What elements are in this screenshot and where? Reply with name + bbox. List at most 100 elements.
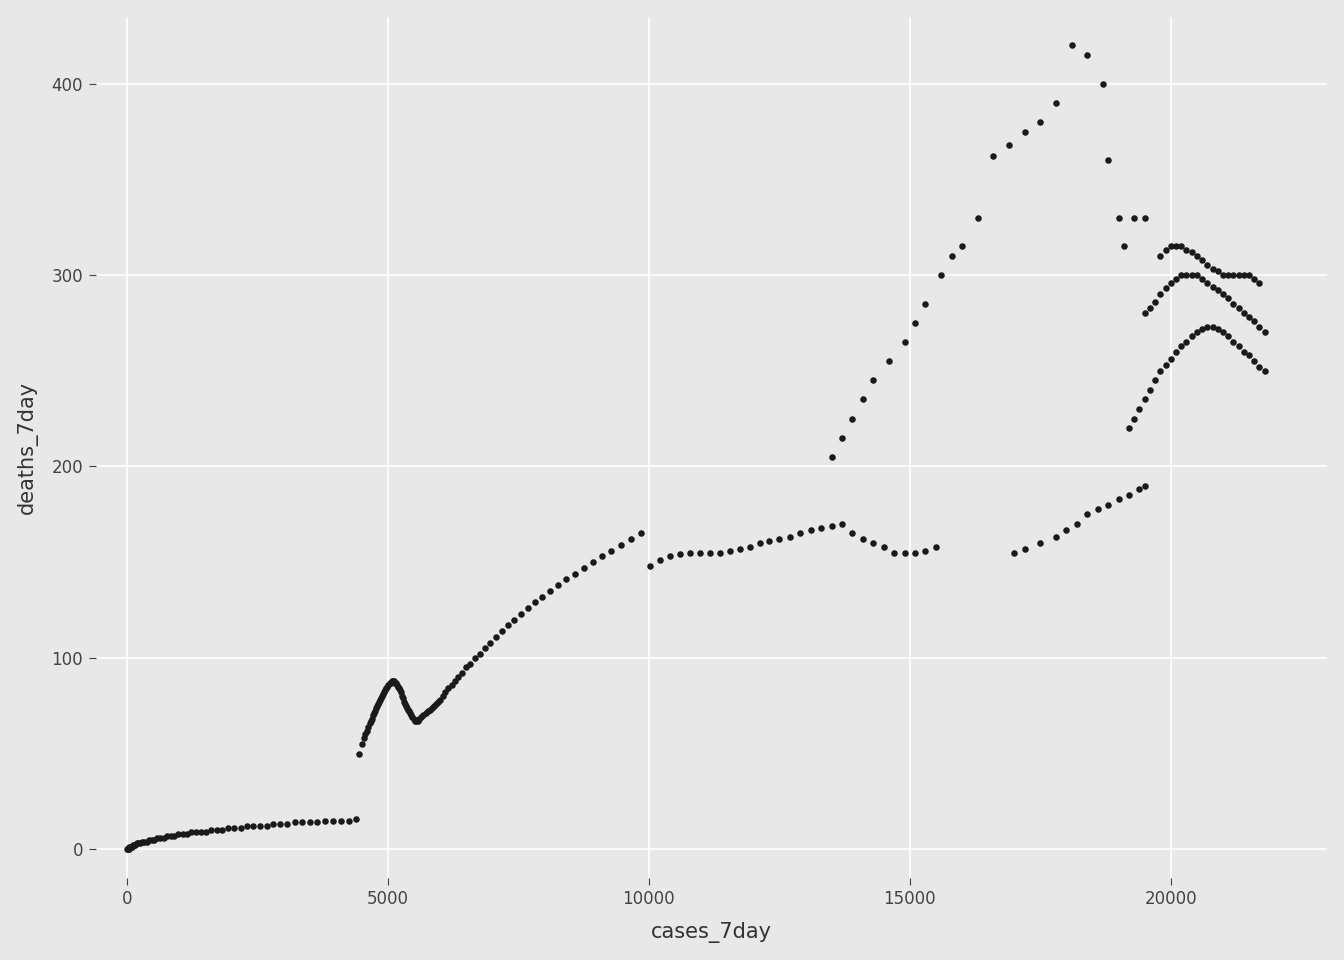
Point	[415, 706, 437, 721]
Point	[1160, 239, 1181, 254]
Point	[138, 832, 160, 848]
Point	[719, 543, 741, 559]
Point	[511, 606, 532, 621]
Point	[831, 516, 852, 532]
Point	[810, 520, 832, 536]
Point	[237, 819, 258, 834]
Point	[758, 534, 780, 549]
Point	[1223, 268, 1245, 283]
Point	[395, 698, 417, 713]
Point	[660, 549, 681, 564]
Point	[1113, 239, 1134, 254]
Point	[1196, 275, 1218, 290]
Point	[728, 541, 750, 557]
Point	[384, 675, 406, 690]
Point	[128, 836, 149, 852]
Point	[399, 704, 421, 719]
Point	[1149, 286, 1171, 301]
Point	[117, 842, 138, 857]
Point	[925, 540, 946, 555]
Point	[863, 536, 884, 551]
Point	[905, 545, 926, 561]
Point	[841, 526, 863, 541]
Point	[905, 315, 926, 330]
Point	[141, 832, 163, 848]
Point	[452, 665, 473, 681]
Point	[474, 640, 496, 656]
Point	[883, 545, 905, 561]
Point	[118, 842, 140, 857]
Point	[1249, 275, 1270, 290]
Point	[679, 545, 700, 561]
Point	[1218, 268, 1239, 283]
Point	[126, 836, 148, 852]
Point	[1107, 492, 1129, 507]
Point	[852, 532, 874, 547]
Point	[1202, 319, 1223, 334]
Point	[375, 683, 396, 698]
Point	[423, 698, 445, 713]
Point	[118, 840, 140, 855]
Point	[185, 825, 207, 840]
Point	[359, 715, 380, 731]
Point	[564, 566, 586, 582]
Point	[156, 828, 177, 844]
Point	[460, 656, 481, 671]
Point	[410, 709, 431, 725]
Point	[1030, 536, 1051, 551]
Point	[362, 711, 383, 727]
Point	[780, 530, 801, 545]
Point	[539, 583, 560, 598]
Point	[417, 704, 438, 719]
Point	[429, 692, 450, 708]
Point	[364, 704, 386, 719]
Point	[1181, 328, 1203, 344]
Point	[532, 588, 554, 604]
Point	[1098, 153, 1120, 168]
Point	[1154, 280, 1176, 296]
Point	[362, 708, 383, 723]
Point	[485, 629, 507, 644]
Point	[368, 694, 390, 709]
Point	[894, 545, 915, 561]
Point	[469, 646, 491, 661]
Point	[930, 268, 952, 283]
Point	[448, 669, 469, 684]
Point	[601, 543, 622, 559]
Point	[360, 713, 382, 729]
Point	[1254, 363, 1275, 378]
Point	[270, 817, 292, 832]
Point	[212, 823, 234, 838]
Point	[1249, 319, 1270, 334]
Point	[206, 823, 227, 838]
Point	[874, 540, 895, 555]
Point	[1124, 411, 1145, 426]
Point	[195, 825, 216, 840]
Point	[1134, 478, 1156, 493]
Point	[146, 830, 168, 846]
Point	[1191, 252, 1212, 268]
Point	[630, 526, 652, 541]
Point	[1218, 328, 1239, 344]
Point	[390, 684, 411, 700]
Point	[401, 708, 422, 723]
Point	[1165, 239, 1187, 254]
Point	[1187, 268, 1208, 283]
Point	[1013, 124, 1035, 139]
Point	[1140, 382, 1161, 397]
Point	[120, 840, 141, 855]
Point	[1176, 268, 1198, 283]
Point	[1004, 545, 1025, 561]
Point	[133, 834, 155, 850]
Point	[1165, 344, 1187, 359]
Point	[407, 713, 429, 729]
Point	[620, 532, 641, 547]
Point	[434, 684, 456, 700]
Point	[191, 825, 212, 840]
Point	[1154, 357, 1176, 372]
Point	[491, 623, 512, 638]
Point	[380, 673, 402, 688]
Point	[1160, 351, 1181, 367]
Point	[1207, 321, 1228, 336]
Point	[1171, 268, 1192, 283]
